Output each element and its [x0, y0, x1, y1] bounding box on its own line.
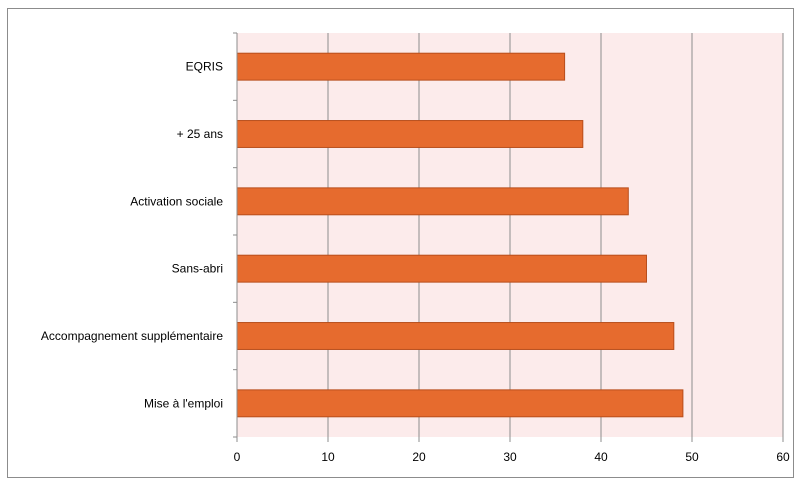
bar-4 [236, 322, 675, 350]
x-tick-label-20: 20 [412, 450, 426, 463]
x-tick-label-40: 40 [594, 450, 608, 463]
x-tick-label-60: 60 [776, 450, 790, 463]
bar-2 [236, 187, 629, 216]
bar-3 [236, 254, 647, 283]
gridlines [327, 33, 784, 437]
axes [233, 32, 784, 442]
x-tick-label-0: 0 [234, 450, 241, 463]
category-label-1: + 25 ans [177, 127, 223, 141]
category-label-4: Accompagnement supplémentaire [41, 329, 223, 343]
bar-0 [236, 52, 566, 81]
bar-5 [236, 389, 684, 418]
bar-chart: 0 10 20 30 40 50 60 EQRIS + 25 ans Activation soc… [41, 32, 790, 463]
category-label-0: EQRIS [186, 60, 223, 74]
bars [236, 52, 684, 418]
bar-1 [236, 120, 584, 148]
category-label-2: Activation sociale [130, 194, 223, 208]
category-label-5: Mise à l'emploi [144, 396, 223, 410]
labels: 0 10 20 30 40 50 60 EQRIS + 25 ans Activation soc… [41, 60, 790, 463]
x-tick-label-30: 30 [503, 450, 517, 463]
x-tick-label-50: 50 [685, 450, 699, 463]
category-label-3: Sans-abri [172, 262, 223, 276]
x-tick-label-10: 10 [321, 450, 335, 463]
